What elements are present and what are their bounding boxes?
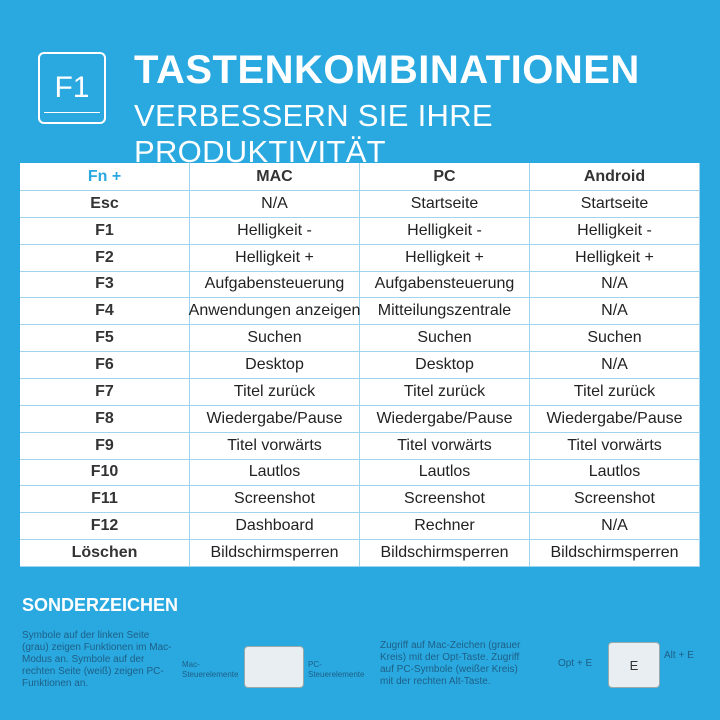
function-cell: Mitteilungszentrale: [360, 298, 530, 326]
function-cell: Bildschirmsperren: [360, 540, 530, 567]
function-cell: Wiedergabe/Pause: [190, 405, 360, 433]
function-cell: Helligkeit +: [360, 244, 530, 272]
function-cell: Titel vorwärts: [530, 432, 700, 460]
alt-label: Alt + E: [664, 650, 694, 661]
key-cell: F4: [20, 298, 190, 326]
function-cell: Lautlos: [360, 459, 530, 487]
mac-label: Mac-Steuerelemente: [182, 660, 239, 679]
function-cell: Screenshot: [360, 486, 530, 514]
function-cell: Titel vorwärts: [190, 432, 360, 460]
key-cell: F9: [20, 432, 190, 460]
function-cell: Aufgabensteuerung: [190, 271, 360, 299]
function-cell: Helligkeit -: [360, 217, 530, 245]
function-cell: Bildschirmsperren: [530, 540, 700, 567]
key-cell: F3: [20, 271, 190, 299]
pc-label: PC-Steuerelemente: [308, 660, 365, 679]
function-cell: Dashboard: [190, 513, 360, 541]
function-cell: N/A: [530, 352, 700, 379]
key-cell: F10: [20, 459, 190, 487]
function-cell: Helligkeit -: [530, 217, 700, 245]
function-cell: Suchen: [190, 325, 360, 353]
key-cell: F2: [20, 244, 190, 272]
function-cell: Titel zurück: [190, 379, 360, 406]
header-cell: Android: [530, 163, 700, 191]
function-cell: Lautlos: [530, 459, 700, 487]
function-cell: Wiedergabe/Pause: [360, 405, 530, 433]
function-cell: Titel vorwärts: [360, 432, 530, 460]
function-cell: Suchen: [360, 325, 530, 353]
key-cell: F12: [20, 513, 190, 541]
function-cell: Screenshot: [530, 486, 700, 514]
header-cell: MAC: [190, 163, 360, 191]
function-cell: Helligkeit -: [190, 217, 360, 245]
function-cell: Titel zurück: [530, 379, 700, 406]
subtitle: VERBESSERN SIE IHRE PRODUKTIVITÄT: [134, 98, 493, 169]
function-cell: Titel zurück: [360, 379, 530, 406]
e-key-icon: E: [608, 642, 660, 688]
function-cell: Desktop: [360, 352, 530, 379]
header-cell: Fn +: [20, 163, 190, 191]
function-cell: Lautlos: [190, 459, 360, 487]
function-cell: N/A: [530, 271, 700, 299]
right-text: Zugriff auf Mac-Zeichen (grauer Kreis) m…: [380, 640, 521, 687]
key-cell: F8: [20, 405, 190, 433]
function-cell: Screenshot: [190, 486, 360, 514]
function-cell: Desktop: [190, 352, 360, 379]
function-cell: Wiedergabe/Pause: [530, 405, 700, 433]
shortcut-table: Fn + MAC PC Android Esc N/A Startseite Startsei…: [20, 163, 700, 567]
function-cell: Rechner: [360, 513, 530, 541]
function-cell: N/A: [530, 513, 700, 541]
key-cell: F5: [20, 325, 190, 353]
key-icon: [244, 646, 304, 688]
function-cell: Suchen: [530, 325, 700, 353]
key-cell: Esc: [20, 191, 190, 218]
key-cell: Löschen: [20, 540, 190, 567]
left-text: Symbole auf der linken Seite (grau) zeig…: [22, 630, 172, 689]
key-cell: F1: [20, 217, 190, 245]
section-title: SONDERZEICHEN: [22, 595, 179, 615]
f1-key: F1: [38, 52, 106, 124]
function-cell: Anwendungen anzeigen: [189, 298, 360, 326]
header-cell: PC: [360, 163, 530, 191]
key-cell: F6: [20, 352, 190, 379]
function-cell: Helligkeit +: [530, 244, 700, 272]
function-cell: Helligkeit +: [190, 244, 360, 272]
function-cell: Aufgabensteuerung: [360, 271, 530, 299]
title: TASTENKOMBINATIONEN: [134, 48, 640, 92]
key-cell: F7: [20, 379, 190, 406]
function-cell: Startseite: [360, 191, 530, 218]
function-cell: Bildschirmsperren: [190, 540, 360, 567]
function-cell: N/A: [530, 298, 700, 326]
function-cell: N/A: [190, 191, 360, 218]
function-cell: Startseite: [530, 191, 700, 218]
key-line: [44, 112, 100, 113]
key-cell: F11: [20, 486, 190, 514]
opt-label: Opt + E: [558, 658, 593, 669]
